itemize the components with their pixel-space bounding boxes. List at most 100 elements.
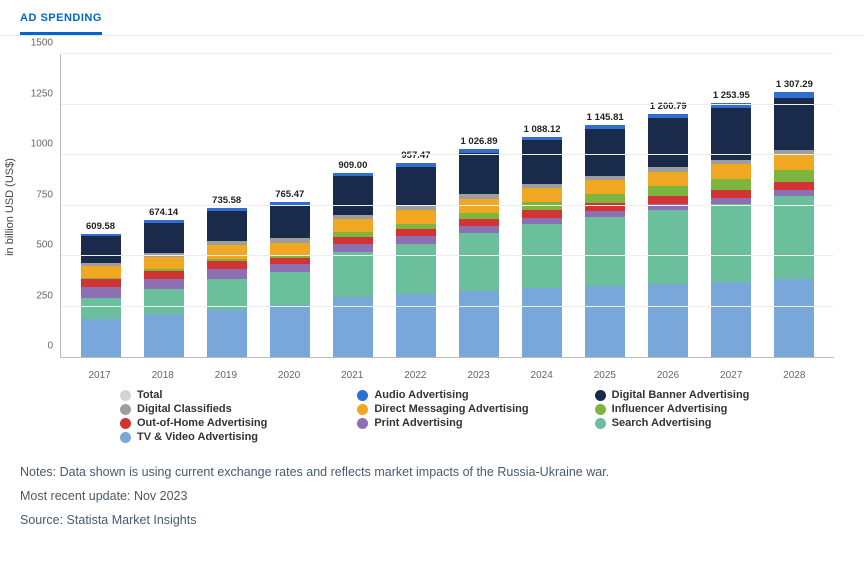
legend-item-print[interactable]: Print Advertising [357, 417, 586, 429]
bar-segment-direct[interactable] [648, 172, 688, 186]
bar-segment-banner[interactable] [774, 98, 814, 151]
bar-segment-search[interactable] [774, 196, 814, 279]
bar-segment-tv[interactable] [585, 286, 625, 357]
bar-segment-banner[interactable] [333, 176, 373, 215]
bar-segment-tv[interactable] [648, 284, 688, 357]
bar-stack[interactable] [522, 137, 562, 357]
legend-label: Digital Banner Advertising [612, 389, 750, 401]
bar-segment-ooh[interactable] [207, 261, 247, 269]
y-tick: 500 [36, 240, 53, 251]
bar-segment-banner[interactable] [144, 223, 184, 252]
bar-segment-banner[interactable] [207, 211, 247, 241]
bar-segment-influencer[interactable] [774, 170, 814, 182]
bar-segment-ooh[interactable] [774, 182, 814, 191]
bar-segment-search[interactable] [522, 224, 562, 288]
bar-segment-influencer[interactable] [711, 179, 751, 190]
bar-stack[interactable] [207, 208, 247, 357]
bar-segment-ooh[interactable] [144, 271, 184, 279]
bar-segment-search[interactable] [144, 289, 184, 314]
legend-item-direct[interactable]: Direct Messaging Advertising [357, 403, 586, 415]
legend-item-banner[interactable]: Digital Banner Advertising [595, 389, 824, 401]
bar-segment-direct[interactable] [711, 164, 751, 179]
bar-segment-direct[interactable] [207, 245, 247, 258]
bar-segment-ooh[interactable] [396, 229, 436, 236]
bar-segment-ooh[interactable] [711, 190, 751, 198]
bar-segment-banner[interactable] [81, 236, 121, 262]
bar-stack[interactable] [459, 149, 499, 357]
bar-stack[interactable] [144, 220, 184, 357]
bar-segment-influencer[interactable] [585, 194, 625, 203]
bar-segment-banner[interactable] [585, 129, 625, 176]
bar-segment-tv[interactable] [711, 282, 751, 357]
bar-segment-banner[interactable] [648, 118, 688, 167]
legend-item-ooh[interactable]: Out-of-Home Advertising [120, 417, 349, 429]
bar-stack[interactable] [333, 173, 373, 357]
notes-line: Notes: Data shown is using current excha… [20, 461, 844, 485]
bar-segment-print[interactable] [522, 218, 562, 225]
bar-segment-tv[interactable] [396, 294, 436, 357]
legend-swatch [120, 390, 131, 401]
bar-segment-search[interactable] [711, 204, 751, 282]
legend-item-tv[interactable]: TV & Video Advertising [120, 431, 349, 443]
bar-segment-tv[interactable] [774, 279, 814, 357]
bar-segment-tv[interactable] [459, 291, 499, 357]
legend-item-search[interactable]: Search Advertising [595, 417, 824, 429]
bar-segment-banner[interactable] [459, 153, 499, 195]
bar-segment-direct[interactable] [81, 266, 121, 278]
bar-segment-ooh[interactable] [459, 219, 499, 226]
bar-segment-print[interactable] [81, 287, 121, 298]
bar-segment-direct[interactable] [144, 257, 184, 270]
bar-segment-banner[interactable] [711, 108, 751, 160]
bar-segment-print[interactable] [459, 226, 499, 233]
legend-item-classifieds[interactable]: Digital Classifieds [120, 403, 349, 415]
legend-swatch [595, 390, 606, 401]
bar-stack[interactable] [774, 92, 814, 357]
bar-segment-print[interactable] [333, 244, 373, 252]
bar-stack[interactable] [711, 103, 751, 357]
bar-segment-print[interactable] [396, 236, 436, 243]
bar-segment-tv[interactable] [522, 288, 562, 357]
bar-segment-search[interactable] [648, 210, 688, 284]
bar-stack[interactable] [648, 114, 688, 357]
bar-segment-ooh[interactable] [333, 237, 373, 244]
bar-segment-search[interactable] [585, 217, 625, 286]
bar-segment-direct[interactable] [396, 210, 436, 223]
bar-segment-search[interactable] [270, 272, 310, 305]
bar-stack[interactable] [81, 234, 121, 357]
bar-segment-print[interactable] [207, 269, 247, 279]
bar-segment-ooh[interactable] [81, 279, 121, 287]
bar-stack[interactable] [270, 202, 310, 357]
bar-segment-direct[interactable] [774, 155, 814, 170]
legend: Total Audio Advertising Digital Banner Adv… [0, 381, 864, 451]
legend-item-total[interactable]: Total [120, 389, 349, 401]
bar-segment-banner[interactable] [522, 140, 562, 184]
bar-stack[interactable] [396, 163, 436, 357]
tab-ad-spending[interactable]: AD SPENDING [20, 12, 102, 35]
bar-segment-banner[interactable] [270, 205, 310, 238]
bar-segment-banner[interactable] [396, 167, 436, 206]
bar-segment-search[interactable] [459, 233, 499, 291]
legend-item-audio[interactable]: Audio Advertising [357, 389, 586, 401]
bar-column: 609.58 [71, 221, 131, 357]
bar-segment-ooh[interactable] [522, 210, 562, 218]
legend-swatch [595, 404, 606, 415]
legend-label: TV & Video Advertising [137, 431, 258, 443]
bar-segment-ooh[interactable] [648, 196, 688, 204]
bar-segment-tv[interactable] [207, 310, 247, 357]
bar-segment-direct[interactable] [522, 188, 562, 202]
bar-segment-print[interactable] [270, 264, 310, 272]
bar-segment-direct[interactable] [270, 243, 310, 255]
bar-stack[interactable] [585, 125, 625, 357]
bar-segment-direct[interactable] [333, 219, 373, 232]
bar-segment-search[interactable] [333, 252, 373, 298]
bar-segment-direct[interactable] [459, 199, 499, 213]
bar-segment-tv[interactable] [270, 305, 310, 357]
bar-segment-search[interactable] [396, 244, 436, 295]
legend-item-influencer[interactable]: Influencer Advertising [595, 403, 824, 415]
bar-segment-tv[interactable] [144, 314, 184, 357]
bar-segment-influencer[interactable] [648, 186, 688, 196]
bar-segment-print[interactable] [144, 279, 184, 290]
bar-segment-tv[interactable] [81, 319, 121, 358]
bar-segment-search[interactable] [81, 298, 121, 318]
bar-segment-direct[interactable] [585, 180, 625, 194]
